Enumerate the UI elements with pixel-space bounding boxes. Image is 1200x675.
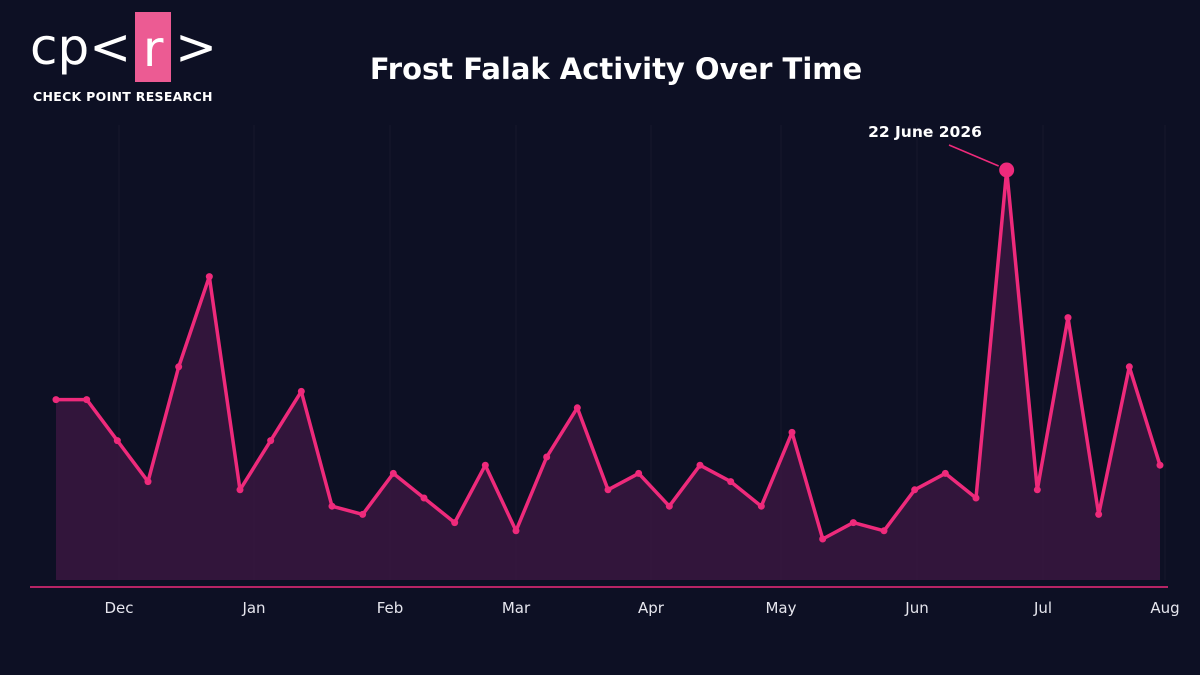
- x-tick-label-dec: Dec: [104, 599, 133, 617]
- data-point-11: [389, 469, 397, 477]
- data-point-28: [911, 486, 919, 494]
- x-tick-label-mar: Mar: [502, 599, 531, 617]
- data-point-21: [696, 461, 704, 469]
- data-point-10: [359, 510, 367, 518]
- data-point-14: [481, 461, 489, 469]
- annotation-label: 22 June 2026: [868, 123, 982, 141]
- logo-mark: cp< r >: [30, 12, 217, 82]
- logo-pink-box: r: [135, 12, 172, 82]
- x-tick-label-apr: Apr: [638, 599, 665, 617]
- x-tick-label-feb: Feb: [377, 599, 404, 617]
- data-point-32: [1033, 486, 1041, 494]
- data-point-9: [328, 502, 336, 510]
- x-tick-label-jul: Jul: [1033, 599, 1052, 617]
- data-point-13: [451, 519, 459, 527]
- logo-letter-right: >: [175, 18, 218, 76]
- data-point-6: [236, 486, 244, 494]
- logo-caption: CHECK POINT RESEARCH: [33, 89, 213, 104]
- data-point-27: [880, 527, 888, 535]
- x-tick-label-jan: Jan: [241, 599, 265, 617]
- data-point-29: [941, 469, 949, 477]
- data-point-2: [113, 437, 121, 445]
- data-point-22: [727, 478, 735, 486]
- data-point-12: [420, 494, 428, 502]
- data-point-23: [757, 502, 765, 510]
- data-point-24: [788, 428, 796, 436]
- data-point-0: [52, 396, 60, 404]
- data-point-7: [267, 437, 275, 445]
- peak-point: [999, 162, 1015, 178]
- data-point-1: [83, 396, 91, 404]
- data-point-33: [1064, 314, 1072, 322]
- peak-annotation: 22 June 2026: [868, 123, 999, 167]
- data-point-36: [1156, 461, 1164, 469]
- data-point-4: [175, 363, 183, 371]
- x-tick-label-aug: Aug: [1150, 599, 1179, 617]
- x-tick-labels: Dec Jan Feb Mar Apr May Jun Jul Aug: [104, 599, 1179, 617]
- annotation-leader-line: [948, 144, 999, 167]
- data-point-20: [665, 502, 673, 510]
- data-points: [52, 162, 1164, 543]
- x-tick-label-jun: Jun: [904, 599, 928, 617]
- data-point-19: [635, 469, 643, 477]
- data-point-35: [1125, 363, 1133, 371]
- data-point-8: [297, 387, 305, 395]
- data-point-15: [512, 527, 520, 535]
- data-point-25: [819, 535, 827, 543]
- x-tick-label-may: May: [765, 599, 796, 617]
- data-point-34: [1095, 510, 1103, 518]
- data-point-26: [849, 519, 857, 527]
- check-point-research-logo: cp< r > CHECK POINT RESEARCH: [30, 12, 217, 107]
- logo-letters-left: cp<: [30, 18, 132, 76]
- data-point-3: [144, 478, 152, 486]
- data-point-18: [604, 486, 612, 494]
- logo-letter-r: r: [142, 20, 164, 78]
- data-point-16: [543, 453, 551, 461]
- data-point-17: [573, 404, 581, 412]
- chart-title: Frost Falak Activity Over Time: [369, 52, 863, 86]
- area-fill: [56, 170, 1160, 580]
- data-point-30: [972, 494, 980, 502]
- data-point-5: [205, 273, 213, 281]
